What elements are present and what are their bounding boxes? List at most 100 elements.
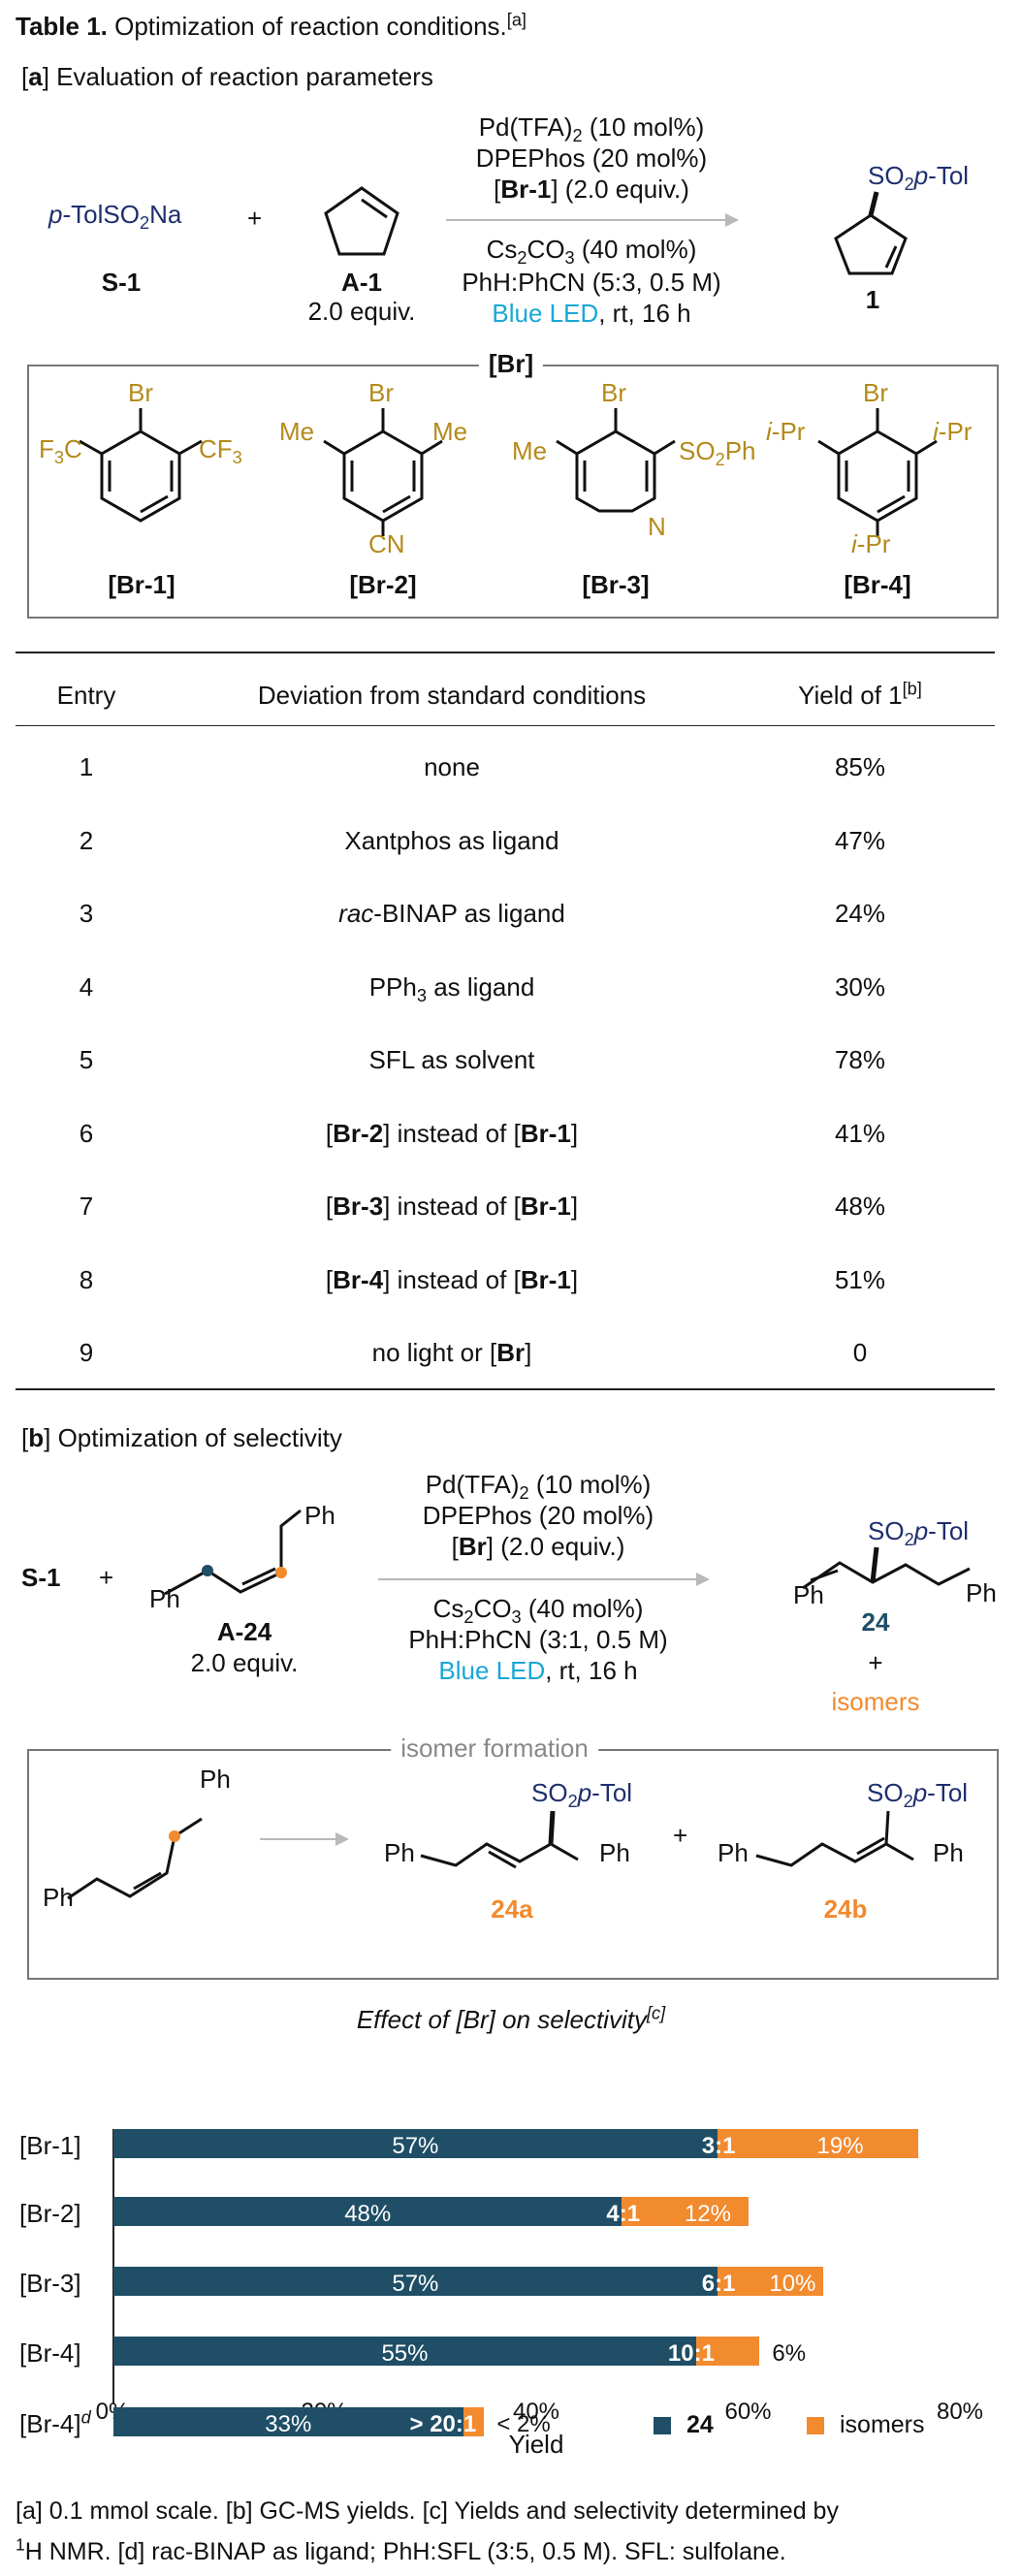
chart-y-axis xyxy=(112,2129,114,2404)
table-header-rule xyxy=(16,725,995,726)
chart-category-label: [Br-3] xyxy=(19,2269,81,2298)
table-row-entry: 5 xyxy=(79,1045,94,1074)
br1-label-text: Br-1 xyxy=(115,570,168,599)
chart-bar-isomers-label: 12% xyxy=(684,2201,731,2227)
table-row-deviation: no light or [Br] xyxy=(371,1338,532,1367)
a24-label: A-24 xyxy=(216,1617,272,1646)
chart-bar-24: 57% xyxy=(113,2129,718,2159)
chart-bar-isomers-label: 10% xyxy=(769,2271,816,2297)
product-1-structure xyxy=(834,191,908,275)
table-row-yield: 48% xyxy=(834,1192,886,1221)
cond-a-2: DPEPhos (20 mol%) xyxy=(475,143,708,173)
cond-b-4: Cs2CO3 (40 mol%) xyxy=(432,1594,644,1628)
table-header-entry: Entry xyxy=(56,681,116,710)
br3-so2ph: SO2Ph xyxy=(679,436,756,470)
isomer-24a-structure xyxy=(420,1810,579,1869)
isomer-box-title: isomer formation xyxy=(391,1735,598,1761)
br3-label: [Br-3] xyxy=(582,570,650,599)
cond-b-2: DPEPhos (20 mol%) xyxy=(422,1501,654,1530)
table-row-deviation: rac-BINAP as ligand xyxy=(338,899,565,928)
br2-label: [Br-2] xyxy=(349,570,417,599)
legend-24-swatch xyxy=(654,2417,671,2434)
chart-bar-24-label: 57% xyxy=(392,2133,439,2159)
scheme-b-plus: + xyxy=(99,1563,114,1592)
br2-structure xyxy=(323,408,443,536)
chart-ratio-label: 3:1 xyxy=(701,2133,736,2159)
table-header-yield-text: Yield of 1 xyxy=(798,681,903,710)
table-row-deviation: Xantphos as ligand xyxy=(344,825,559,855)
isomer-24a-ph-right: Ph xyxy=(599,1838,630,1867)
cond-a-3-rest: (2.0 equiv.) xyxy=(558,175,689,204)
isomer-24a-ph-left: Ph xyxy=(384,1838,415,1867)
chart-bar-24: 48% xyxy=(113,2197,622,2227)
a24-ph-left: Ph xyxy=(149,1584,180,1613)
br1-structure xyxy=(79,408,203,523)
table-row-entry: 6 xyxy=(79,1118,94,1148)
chart-x-tick: 80% xyxy=(936,2399,984,2425)
table-header-deviation: Deviation from standard conditions xyxy=(257,681,647,710)
cond-a-3-br: Br-1 xyxy=(500,175,552,204)
cyclopentene-structure xyxy=(324,186,399,256)
cond-b-5: PhH:PhCN (3:1, 0.5 M) xyxy=(408,1625,668,1654)
isomer-start-structure xyxy=(67,1817,203,1900)
br-box-title: [Br] xyxy=(478,349,544,378)
br3-n: N xyxy=(648,512,666,541)
chart-title-sup: [c] xyxy=(646,2003,666,2023)
table-bottom-rule xyxy=(16,1388,995,1390)
chart-ratio-label: 6:1 xyxy=(701,2271,736,2297)
reagent-a1-equiv: 2.0 equiv. xyxy=(307,297,416,326)
scheme-b-s1: S-1 xyxy=(21,1563,61,1592)
table-row-deviation: SFL as solvent xyxy=(368,1045,535,1074)
product-plus: + xyxy=(868,1648,883,1677)
section-b-text: Optimization of selectivity xyxy=(50,1423,342,1452)
section-a-text: Evaluation of reaction parameters xyxy=(48,62,433,91)
cond-a-1: Pd(TFA)2 (10 mol%) xyxy=(478,112,705,146)
br-box-title-text: Br xyxy=(496,349,526,378)
br2-label-text: Br-2 xyxy=(357,570,409,599)
isomer-24b-ph-left: Ph xyxy=(718,1838,749,1867)
isomer-24a-label: 24a xyxy=(491,1894,533,1924)
reaction-arrow-a xyxy=(446,213,739,227)
chart-x-tick: 20% xyxy=(301,2399,348,2425)
chart-ratio-label: 10:1 xyxy=(667,2340,715,2367)
table-row-yield: 30% xyxy=(834,971,886,1002)
chart-bar-24-label: 55% xyxy=(381,2340,429,2367)
chart-bar-isomers-label: 6% xyxy=(772,2340,807,2367)
cond-a-6: Blue LED, rt, 16 h xyxy=(492,301,690,326)
chart-title: Effect of [Br] on selectivity[c] xyxy=(356,2004,665,2034)
chart-bar-isomers xyxy=(695,2337,760,2366)
chart-bar-isomers-label: 19% xyxy=(816,2133,864,2159)
table-row-yield: 47% xyxy=(834,825,886,855)
legend-isomers-swatch xyxy=(807,2417,824,2434)
table-row-yield: 51% xyxy=(834,1264,886,1294)
isomer-24b-structure xyxy=(755,1810,914,1867)
cond-a-6-led: Blue LED xyxy=(492,299,599,328)
br4-ipr-bottom: i-Pr xyxy=(851,529,891,558)
table-row-yield: 24% xyxy=(834,899,886,928)
chart-xlabel: Yield xyxy=(508,2430,564,2459)
plus-sign: + xyxy=(247,204,263,233)
section-a-tag: a xyxy=(28,62,43,91)
isomer-24a-group: SO2p-Tol xyxy=(531,1778,633,1812)
chart-ratio-label: > 20:1 xyxy=(409,2411,477,2437)
reaction-arrow-b xyxy=(378,1573,710,1586)
chart-category-label: [Br-2] xyxy=(19,2199,81,2228)
table-row-deviation: [Br-2] instead of [Br-1] xyxy=(325,1118,579,1148)
chart-title-text: Effect of [Br] on selectivity xyxy=(356,2005,647,2034)
footnote-line-1: [a] 0.1 mmol scale. [b] GC-MS yields. [c… xyxy=(16,2497,839,2525)
chart-category-label: [Br-1] xyxy=(19,2131,81,2160)
product-24-group: SO2p-Tol xyxy=(868,1516,970,1550)
br2-me-left: Me xyxy=(279,417,315,446)
isomer-24b-ph-right: Ph xyxy=(933,1838,964,1867)
chart-bar-24-label: 57% xyxy=(392,2271,439,2297)
br4-structure xyxy=(817,408,938,536)
chart-x-tick: 60% xyxy=(724,2399,772,2425)
br2-me-right: Me xyxy=(432,417,468,446)
chart-bar-24: 55% xyxy=(113,2337,696,2367)
product-isomers: isomers xyxy=(831,1687,920,1716)
table-row-yield: 85% xyxy=(834,752,886,781)
table-row-yield: 0 xyxy=(852,1338,868,1367)
br3-label-text: Br-3 xyxy=(590,570,642,599)
reagent-s1-label: S-1 xyxy=(101,268,142,297)
br3-me: Me xyxy=(512,436,548,465)
